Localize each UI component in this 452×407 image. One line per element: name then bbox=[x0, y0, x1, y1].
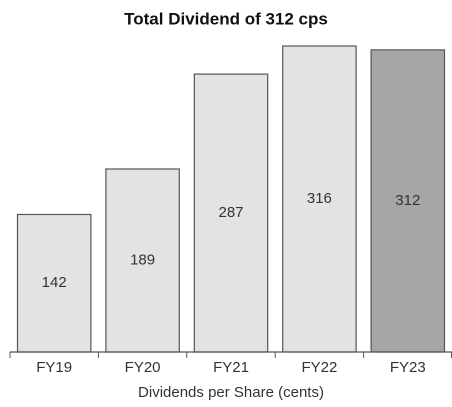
bar bbox=[193, 73, 269, 353]
value-label: 142 bbox=[42, 274, 67, 291]
bar bbox=[16, 213, 92, 353]
x-tick-label: FY22 bbox=[301, 359, 337, 376]
x-tick-label: FY21 bbox=[213, 359, 249, 376]
chart-title: Total Dividend of 312 cps bbox=[124, 9, 328, 28]
value-label: 189 bbox=[130, 251, 155, 268]
x-axis-label: Dividends per Share (cents) bbox=[138, 384, 324, 401]
bar bbox=[370, 49, 446, 353]
value-label: 312 bbox=[395, 192, 420, 209]
value-label: 316 bbox=[307, 190, 332, 207]
bar bbox=[282, 45, 357, 353]
x-tick-label: FY20 bbox=[125, 359, 161, 376]
x-tick-label: FY23 bbox=[390, 359, 426, 376]
value-label: 287 bbox=[218, 204, 243, 221]
bar bbox=[105, 168, 180, 353]
x-tick-label: FY19 bbox=[36, 359, 72, 376]
